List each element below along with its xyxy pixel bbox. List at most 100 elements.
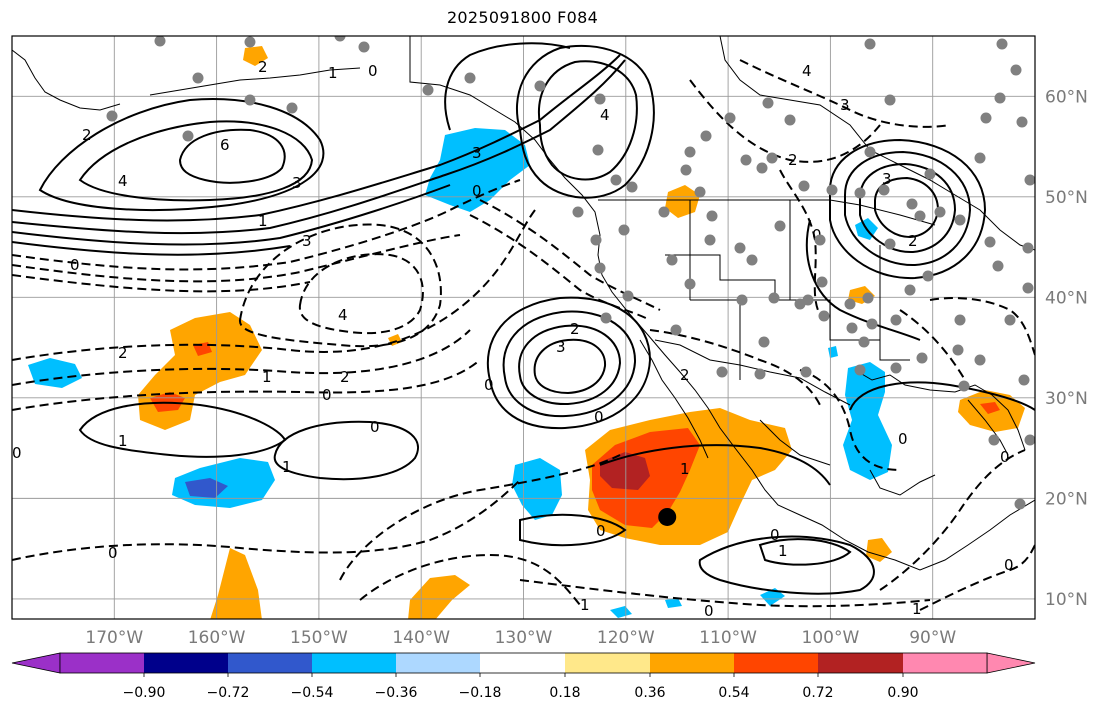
station-dot [798,180,810,192]
contour-label: 3 [302,232,312,250]
gridlines [12,36,1035,619]
contour-label: 3 [472,144,482,162]
contour-pos-east-5 [805,219,921,341]
contour-neg-pacific-3 [12,274,311,293]
colorbar-segment [144,653,228,673]
colorbar-segment [60,653,144,673]
station-dot [774,220,786,232]
station-dot [244,94,256,106]
contour-neg-mexico-2 [339,454,621,581]
station-dot [534,80,546,92]
station-dot [700,130,712,142]
station-dot [766,152,778,164]
contour-label: 2 [118,344,128,362]
contour-label: 4 [600,106,610,124]
station-dot [1024,174,1035,186]
contour-pos-goa-3 [444,42,571,131]
station-dot [866,318,878,330]
border-states-4 [879,245,910,361]
contour-pos-hawaii-2 [273,420,419,481]
station-dot [844,298,856,310]
shade-neg-alaska [425,128,530,212]
contour-neg-west-us-2 [479,199,661,311]
coast-gulf [854,369,1026,451]
station-dot [916,352,928,364]
height-contours [12,42,1035,595]
shade-pos-north-pacific [243,46,268,66]
station-dot [992,260,1004,272]
shade-neg-mexico [512,458,562,520]
station-dot [974,354,986,366]
colorbar-segment [565,653,650,673]
lon-label: 110°W [699,628,757,648]
contour-label: 0 [370,418,380,436]
colorbar-tick-label: −0.18 [459,685,502,701]
coast-nw [12,49,121,111]
contour-pos-mexico [599,444,831,486]
station-dot [106,110,118,122]
station-dot [768,292,780,304]
station-dot [904,284,916,296]
colorbar-segment [228,653,312,673]
colorbar-tick-label: 0.36 [634,685,665,701]
coast-florida [967,399,1009,456]
station-dots [106,36,1035,510]
station-dot [878,184,890,196]
colorbar-tick-label: 0.90 [887,685,918,701]
contour-label: 0 [812,226,822,244]
station-dot [590,234,602,246]
shade-neg-hawaii-core [185,478,228,498]
station-dot [974,152,986,164]
coast-baja [639,339,709,459]
contour-label: 0 [70,256,80,274]
station-dot [666,254,678,266]
contour-pos-pacific-3 [518,324,622,406]
contour-label: 1 [778,542,788,560]
contour-label: 1 [282,458,292,476]
shade-pos-central-pacific [138,312,262,430]
shade-neg-small-pacific-2 [610,606,632,618]
station-dot [706,210,718,222]
lat-label: 10°N [1045,590,1088,610]
station-dot [286,102,298,114]
station-dot [594,262,606,274]
shade-neg-small-pacific-3 [665,598,682,608]
anomaly-shading [28,46,1025,619]
station-dot [670,324,682,336]
contour-neg-east-6 [929,297,1035,356]
contour-neg-east-4 [649,329,821,406]
contour-pos-east-1 [829,138,987,280]
contour-label: 0 [368,62,378,80]
contour-pos-east-2 [844,150,972,267]
contour-labels: 0 1 2 4 6 3 2 1 3 0 4 4 3 2 3 2 0 3 0 4 … [12,58,1014,620]
station-dot [1022,282,1034,294]
station-dot [934,206,946,218]
lat-label: 30°N [1045,389,1088,409]
contour-pos-aleutian-5 [38,98,325,211]
contour-pos-pacific-2 [502,310,637,418]
border-mexico-states [759,419,831,466]
station-dot [958,380,970,392]
coast-yucatan [869,469,936,496]
station-dot [994,92,1006,104]
contour-label: 6 [220,136,230,154]
contour-label: 0 [484,376,494,394]
station-dot [826,184,838,196]
station-dot [864,38,876,50]
colorbar-tick-label: −0.72 [207,685,250,701]
colorbar-frame [59,652,988,674]
station-dot [716,366,728,378]
station-dot [626,181,638,193]
contour-label: 2 [340,368,350,386]
contour-pos-aleutian-7 [178,128,286,184]
station-dot [984,236,996,248]
station-dot [192,72,204,84]
contour-label: 0 [596,522,606,540]
contour-pos-goa-2 [538,60,638,181]
station-dot [600,312,612,324]
shade-pos-great-lakes [665,185,700,218]
contour-neg-pacific-2 [12,234,461,283]
contour-pos-goa-1 [515,44,655,199]
contour-label: 1 [580,596,590,614]
